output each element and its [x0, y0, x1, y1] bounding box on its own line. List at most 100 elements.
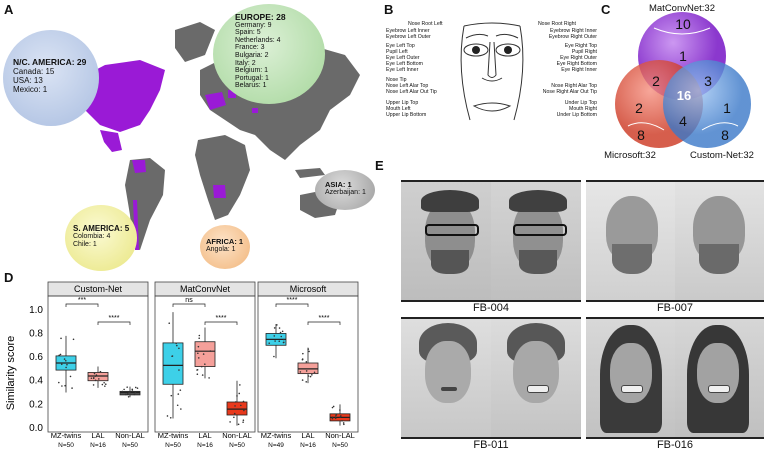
- eyebrow-right: [495, 33, 519, 39]
- data-point: [71, 387, 73, 389]
- data-point: [60, 337, 62, 340]
- data-point: [309, 375, 312, 378]
- data-point: [340, 415, 342, 417]
- landmark-label-right: Eye Right Top: [565, 43, 597, 49]
- group-n-label: N=16: [300, 442, 316, 449]
- region-item: Bulgaria: 2: [235, 51, 269, 59]
- photo-caption: FB-011: [473, 439, 509, 451]
- data-point: [166, 415, 169, 417]
- data-point: [283, 341, 285, 344]
- data-point: [59, 353, 62, 356]
- data-point: [301, 358, 304, 360]
- photo-right: [491, 182, 581, 300]
- group-n-label: N=50: [122, 442, 138, 449]
- data-point: [302, 352, 304, 355]
- nostrils: [481, 77, 503, 82]
- data-point: [64, 384, 66, 387]
- photo-caption: FB-004: [472, 302, 510, 314]
- region-item: Belarus: 1: [235, 82, 267, 90]
- region-item: Angola: 1: [206, 246, 236, 253]
- venn-diagram: MatConvNet:32 Microsoft:32 Custom-Net:32…: [604, 3, 754, 160]
- venn-inner-arc: [701, 122, 739, 131]
- data-point: [243, 409, 245, 412]
- pupil-right-dot: [504, 46, 512, 54]
- venn-count: 8: [637, 127, 645, 143]
- group-n-label: N=50: [332, 442, 348, 449]
- group-label: Non-LAL: [115, 431, 145, 440]
- group-n-label: N=50: [229, 442, 245, 449]
- box: [194, 341, 216, 367]
- data-point: [176, 404, 179, 407]
- photo-caption: FB-016: [656, 439, 694, 451]
- data-point: [63, 358, 66, 360]
- data-point: [121, 390, 124, 393]
- pupil-left-dot: [472, 46, 480, 54]
- panel-label-d: D: [4, 270, 14, 285]
- data-point: [196, 369, 198, 371]
- data-point: [178, 347, 180, 350]
- significance-bracket: [97, 321, 131, 325]
- data-point: [234, 405, 236, 407]
- landmark-label-left: Nose Left Alar Top: [386, 83, 428, 89]
- data-point: [278, 340, 281, 343]
- data-point: [197, 345, 200, 348]
- data-point: [60, 363, 63, 366]
- data-point: [274, 340, 276, 342]
- y-tick-label: 0.4: [29, 376, 43, 387]
- venn-count: 2: [652, 73, 660, 89]
- region-item: Canada: 15: [13, 67, 55, 76]
- landmark-label-right: Eye Right Outer: [560, 55, 597, 61]
- data-point: [123, 388, 125, 391]
- landmark-label-left: Nose Root Left: [408, 21, 443, 27]
- data-point: [233, 416, 235, 419]
- landmark-label-right: Eye Right Bottom: [557, 61, 597, 67]
- data-point: [331, 417, 334, 420]
- data-point: [99, 370, 102, 373]
- data-point: [238, 392, 241, 395]
- data-point: [136, 387, 139, 389]
- venn-count: 10: [675, 16, 691, 32]
- data-point: [343, 423, 345, 426]
- data-point: [273, 355, 275, 358]
- data-point: [61, 385, 63, 387]
- group-n-label: N=50: [165, 442, 181, 449]
- bubble-europe: EUROPE: 28 Germany: 9 Spain: 5 Netherlan…: [213, 4, 325, 104]
- photo-pair-fb-007: [586, 180, 764, 302]
- data-point: [313, 371, 316, 374]
- data-point: [341, 419, 343, 422]
- data-point: [233, 412, 236, 415]
- landmark-label-left: Upper Lip Bottom: [386, 112, 426, 118]
- data-point: [279, 331, 282, 334]
- group-label: LAL: [301, 431, 314, 440]
- data-point: [94, 379, 97, 382]
- group-n-label: N=50: [58, 442, 74, 449]
- eyebrow-left: [465, 33, 489, 39]
- data-point: [334, 417, 337, 420]
- significance-label: ns: [185, 297, 193, 304]
- data-point: [240, 404, 242, 407]
- significance-bracket: [204, 321, 238, 325]
- y-tick-label: 0.6: [29, 352, 43, 363]
- region-item: Chile: 1: [73, 241, 97, 248]
- landmark-label-left: Eye Left Outer: [386, 55, 420, 61]
- data-point: [72, 338, 75, 341]
- panel-label-a: A: [4, 2, 14, 17]
- significance-bracket: [307, 321, 341, 325]
- data-point: [273, 327, 276, 329]
- y-tick-label: 1.0: [29, 305, 43, 316]
- data-point: [179, 389, 182, 391]
- venn-count-all: 16: [677, 88, 691, 103]
- landmark-label-left: Upper Lip Top: [386, 100, 418, 106]
- data-point: [342, 422, 345, 424]
- data-point: [197, 352, 199, 355]
- photo-left: [586, 182, 676, 300]
- region-item: Belgium: 1: [235, 67, 269, 75]
- landmark-label-right: Nose Right Alar Top: [551, 83, 597, 89]
- bubble-s-america: S. AMERICA: 5 Colombia: 4 Chile: 1: [65, 205, 137, 271]
- venn-count: 2: [635, 100, 643, 116]
- data-point: [168, 322, 171, 325]
- data-point: [202, 353, 205, 355]
- data-point: [305, 361, 308, 363]
- data-point: [65, 366, 67, 369]
- data-point: [170, 394, 173, 397]
